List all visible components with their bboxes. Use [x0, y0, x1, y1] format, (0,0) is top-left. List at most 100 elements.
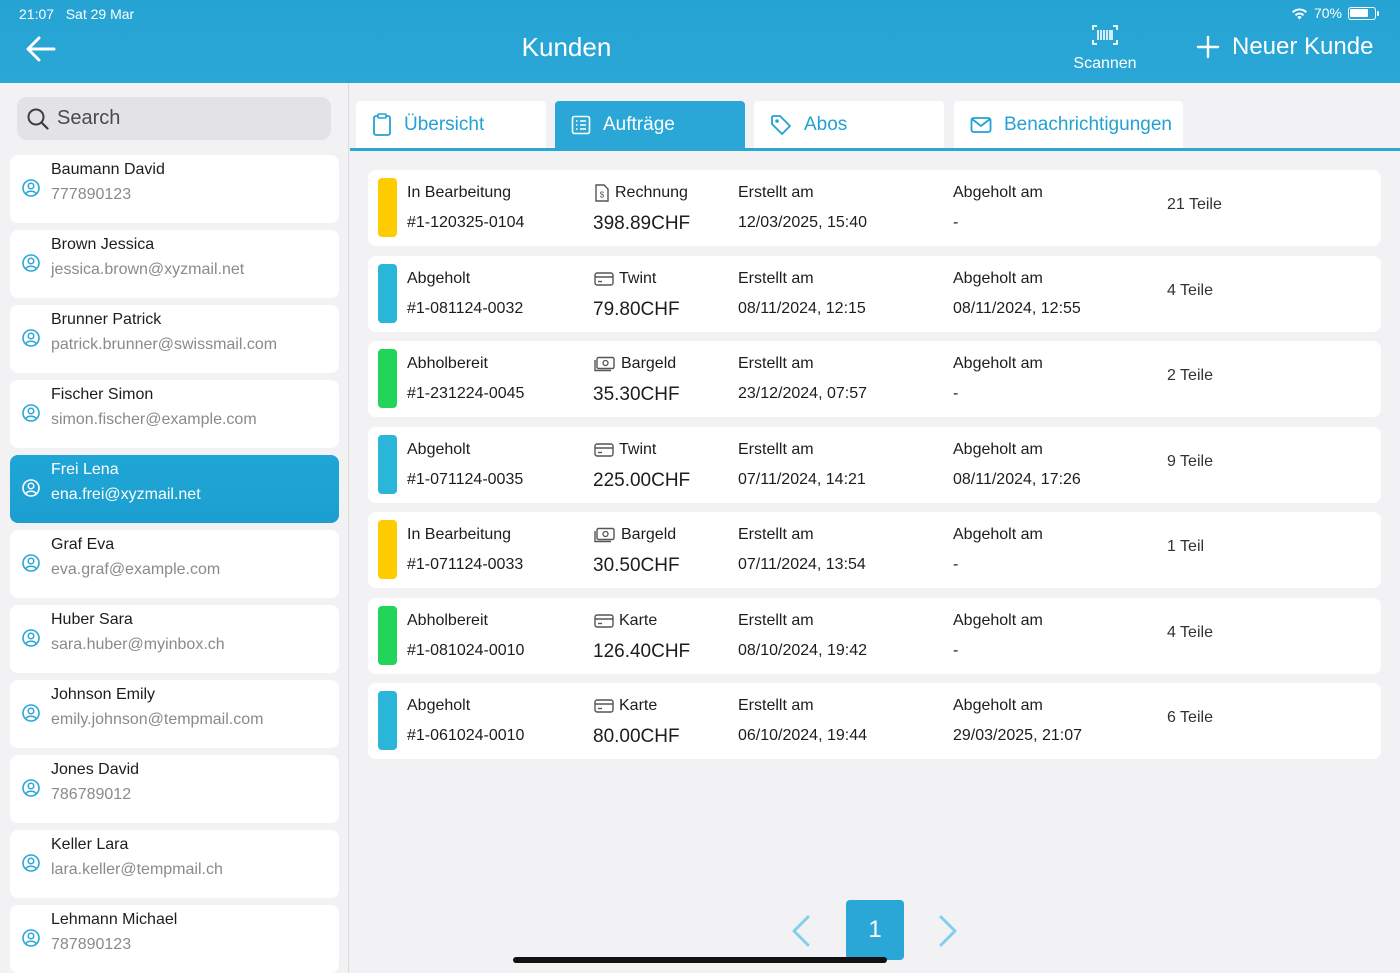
created-label: Erstellt am [738, 526, 814, 543]
payment-label: Karte [619, 697, 658, 714]
picked-up-date: - [953, 641, 959, 659]
order-number: #1-071124-0033 [407, 556, 524, 573]
search-input[interactable] [57, 107, 317, 130]
tab-overview-label: Übersicht [404, 113, 485, 135]
order-row[interactable]: Abgeholt #1-071124-0035 Twint 225.00CHF … [368, 426, 1381, 503]
tab-overview[interactable]: Übersicht [356, 101, 546, 148]
customer-contact: patrick.brunner@swissmail.com [51, 336, 278, 353]
order-number: #1-071124-0035 [407, 470, 524, 488]
customer-list-item[interactable]: Johnson Emily emily.johnson@tempmail.com [10, 680, 339, 748]
previous-page-button[interactable] [788, 912, 814, 950]
picked-up-date: 08/11/2024, 17:26 [953, 470, 1081, 488]
customer-name: Keller Lara [51, 836, 129, 853]
customer-contact: simon.fischer@example.com [51, 411, 257, 428]
order-row[interactable]: Abgeholt #1-061024-0010 Karte 80.00CHF E… [368, 683, 1381, 759]
order-row[interactable]: Abholbereit #1-081024-0010 Karte 126.40C… [368, 597, 1381, 674]
user-icon [22, 629, 40, 647]
barcode-scan-icon [1092, 25, 1118, 45]
order-amount: 35.30CHF [593, 384, 680, 405]
new-customer-button[interactable]: Neuer Kunde [1196, 33, 1373, 61]
next-page-button[interactable] [935, 912, 961, 950]
status-color-bar [378, 691, 397, 750]
customer-contact: eva.graf@example.com [51, 561, 221, 578]
tab-notifications[interactable]: Benachrichtigungen [954, 101, 1183, 148]
customer-list-item[interactable]: Frei Lena ena.frei@xyzmail.net [10, 455, 339, 523]
item-count: 2 Teile [1167, 367, 1213, 384]
search-box[interactable] [17, 97, 331, 140]
customer-name: Brunner Patrick [51, 311, 162, 328]
scan-label: Scannen [1073, 55, 1137, 72]
order-row[interactable]: Abholbereit #1-231224-0045 Bargeld 35.30… [368, 341, 1381, 417]
customer-list-item[interactable]: Keller Lara lara.keller@tempmail.ch [10, 830, 339, 898]
picked-up-date: - [953, 214, 959, 231]
picked-up-date: 08/11/2024, 12:55 [953, 299, 1081, 317]
customer-list-item[interactable]: Graf Eva eva.graf@example.com [10, 530, 339, 598]
picked-up-date: - [953, 556, 959, 573]
order-status: Abholbereit [407, 355, 488, 372]
item-count: 9 Teile [1167, 452, 1213, 470]
picked-up-label: Abgeholt am [953, 184, 1043, 201]
order-row[interactable]: In Bearbeitung #1-071124-0033 Bargeld 30… [368, 512, 1381, 588]
order-number: #1-061024-0010 [407, 727, 525, 744]
tab-subscriptions[interactable]: Abos [754, 101, 944, 148]
payment-label: Bargeld [621, 526, 677, 543]
created-date: 08/10/2024, 19:42 [738, 641, 868, 659]
tab-orders-label: Aufträge [603, 113, 675, 135]
battery-icon [1348, 6, 1379, 20]
customer-contact: 787890123 [51, 936, 132, 953]
customer-name: Frei Lena [51, 461, 119, 478]
back-button[interactable] [24, 32, 58, 66]
customer-list-item[interactable]: Brunner Patrick patrick.brunner@swissmai… [10, 305, 339, 373]
chevron-left-icon [792, 915, 810, 947]
user-icon [22, 929, 40, 947]
chevron-right-icon [939, 915, 957, 947]
clipboard-icon [373, 112, 391, 136]
scan-button[interactable]: Scannen [1062, 24, 1148, 73]
payment-method: Karte [594, 612, 657, 630]
status-color-bar [378, 349, 397, 408]
picked-up-date: - [953, 385, 959, 402]
payment-label: Rechnung [615, 184, 688, 201]
created-date: 12/03/2025, 15:40 [738, 214, 868, 231]
order-status: In Bearbeitung [407, 526, 512, 543]
created-label: Erstellt am [738, 269, 814, 287]
payment-method: Karte [594, 697, 657, 715]
user-icon [22, 779, 40, 797]
payment-method: Twint [594, 270, 656, 288]
customer-list-item[interactable]: Baumann David 777890123 [10, 155, 339, 223]
user-icon [22, 554, 40, 572]
created-date: 23/12/2024, 07:57 [738, 385, 868, 402]
page-number-button[interactable]: 1 [846, 900, 904, 960]
customer-contact: sara.huber@myinbox.ch [51, 636, 225, 653]
customer-contact: ena.frei@xyzmail.net [51, 486, 201, 503]
user-icon [22, 479, 40, 497]
customer-name: Johnson Emily [51, 686, 156, 703]
created-label: Erstellt am [738, 184, 814, 201]
customer-name: Huber Sara [51, 611, 133, 628]
plus-icon [1196, 35, 1220, 59]
home-indicator[interactable] [513, 957, 887, 963]
payment-label: Bargeld [621, 355, 677, 372]
customer-list-item[interactable]: Jones David 786789012 [10, 755, 339, 823]
customer-list-item[interactable]: Lehmann Michael 787890123 [10, 905, 339, 973]
created-label: Erstellt am [738, 440, 814, 458]
picked-up-label: Abgeholt am [953, 697, 1043, 714]
created-label: Erstellt am [738, 355, 814, 372]
tab-orders[interactable]: Aufträge [555, 101, 745, 148]
order-row[interactable]: Abgeholt #1-081124-0032 Twint 79.80CHF E… [368, 255, 1381, 332]
customer-list-item[interactable]: Brown Jessica jessica.brown@xyzmail.net [10, 230, 339, 298]
picked-up-date: 29/03/2025, 21:07 [953, 727, 1083, 744]
customer-list-item[interactable]: Huber Sara sara.huber@myinbox.ch [10, 605, 339, 673]
payment-method: Twint [594, 441, 656, 459]
order-row[interactable]: In Bearbeitung #1-120325-0104 $ Rechnung … [368, 170, 1381, 246]
customer-list-item[interactable]: Fischer Simon simon.fischer@example.com [10, 380, 339, 448]
user-icon [22, 704, 40, 722]
created-label: Erstellt am [738, 611, 814, 629]
card-icon [594, 698, 614, 714]
arrow-left-icon [26, 36, 56, 62]
payment-method: Bargeld [594, 355, 676, 373]
list-icon [571, 115, 591, 134]
order-amount: 398.89CHF [593, 213, 691, 234]
created-date: 07/11/2024, 14:21 [738, 470, 866, 488]
payment-method: $ Rechnung [594, 184, 688, 202]
